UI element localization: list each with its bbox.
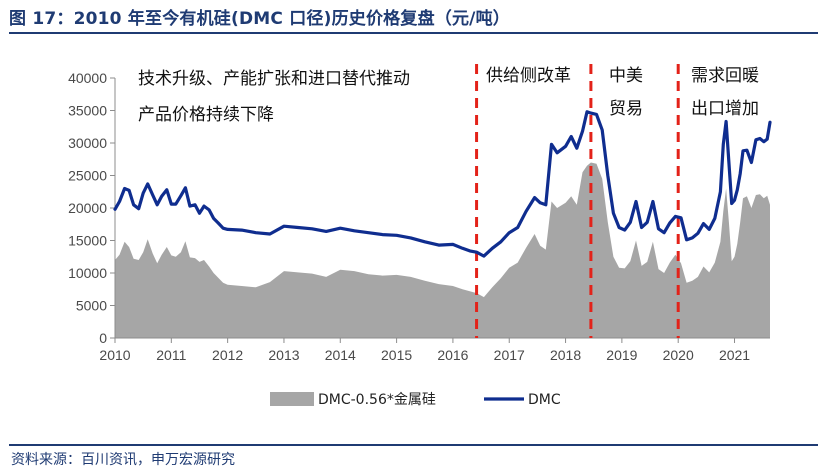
y-tick-label: 10000: [68, 265, 107, 281]
x-tick-label: 2016: [437, 347, 468, 363]
area-series-dmc-spread: [115, 162, 770, 338]
legend-label-line: DMC: [528, 392, 561, 408]
x-tick-label: 2021: [719, 347, 750, 363]
x-tick-label: 2019: [606, 347, 637, 363]
annotation-tech-upgrade: 技术升级、产能扩张和进口替代推动: [138, 69, 410, 89]
x-tick-label: 2018: [550, 347, 581, 363]
title-rule: [9, 32, 818, 34]
x-tick-label: 2012: [212, 347, 243, 363]
source-note: 资料来源：百川资讯，申万宏源研究: [11, 452, 235, 468]
x-tick-label: 2011: [156, 347, 186, 363]
x-tick-label: 2020: [663, 347, 694, 363]
y-tick-label: 0: [99, 330, 107, 346]
footer-rule: [9, 444, 818, 446]
y-tick-label: 25000: [68, 168, 107, 184]
line-series-dmc: [113, 110, 772, 258]
x-tick-label: 2014: [325, 347, 356, 363]
annotation-price-decline: 产品价格持续下降: [138, 105, 274, 125]
line-layer: [113, 110, 772, 258]
x-tick-label: 2010: [99, 347, 130, 363]
y-tick-label: 20000: [68, 200, 107, 216]
legend-swatch-area: [270, 392, 314, 406]
y-ticks: 0 5000 10000 15000 20000 25000 30000 35000 40000: [68, 70, 115, 346]
legend: DMC-0.56*金属硅 DMC: [270, 392, 561, 408]
y-tick-label: 30000: [68, 135, 107, 151]
period-dividers: [475, 64, 680, 338]
x-tick-label: 2017: [494, 347, 525, 363]
annotation-china-us: 中美: [609, 66, 643, 86]
figure-title: 图 17：2010 年至今有机硅(DMC 口径)历史价格复盘（元/吨）: [9, 9, 510, 29]
x-tick-label: 2015: [381, 347, 412, 363]
annotation-export-increase: 出口增加: [691, 99, 759, 119]
area-layer: [115, 162, 770, 338]
annotation-trade: 贸易: [609, 99, 643, 119]
y-tick-label: 40000: [68, 70, 107, 86]
x-tick-label: 2013: [268, 347, 299, 363]
x-ticks: 2010 2011 2012 2013 2014 2015 2016 2017 2018 2019…: [99, 338, 750, 363]
annotation-supply-reform: 供给侧改革: [486, 66, 571, 86]
y-tick-label: 5000: [76, 298, 107, 314]
legend-label-area: DMC-0.56*金属硅: [318, 392, 436, 408]
y-tick-label: 15000: [68, 233, 107, 249]
annotation-demand-recovery: 需求回暖: [691, 66, 759, 86]
y-tick-label: 35000: [68, 103, 107, 119]
